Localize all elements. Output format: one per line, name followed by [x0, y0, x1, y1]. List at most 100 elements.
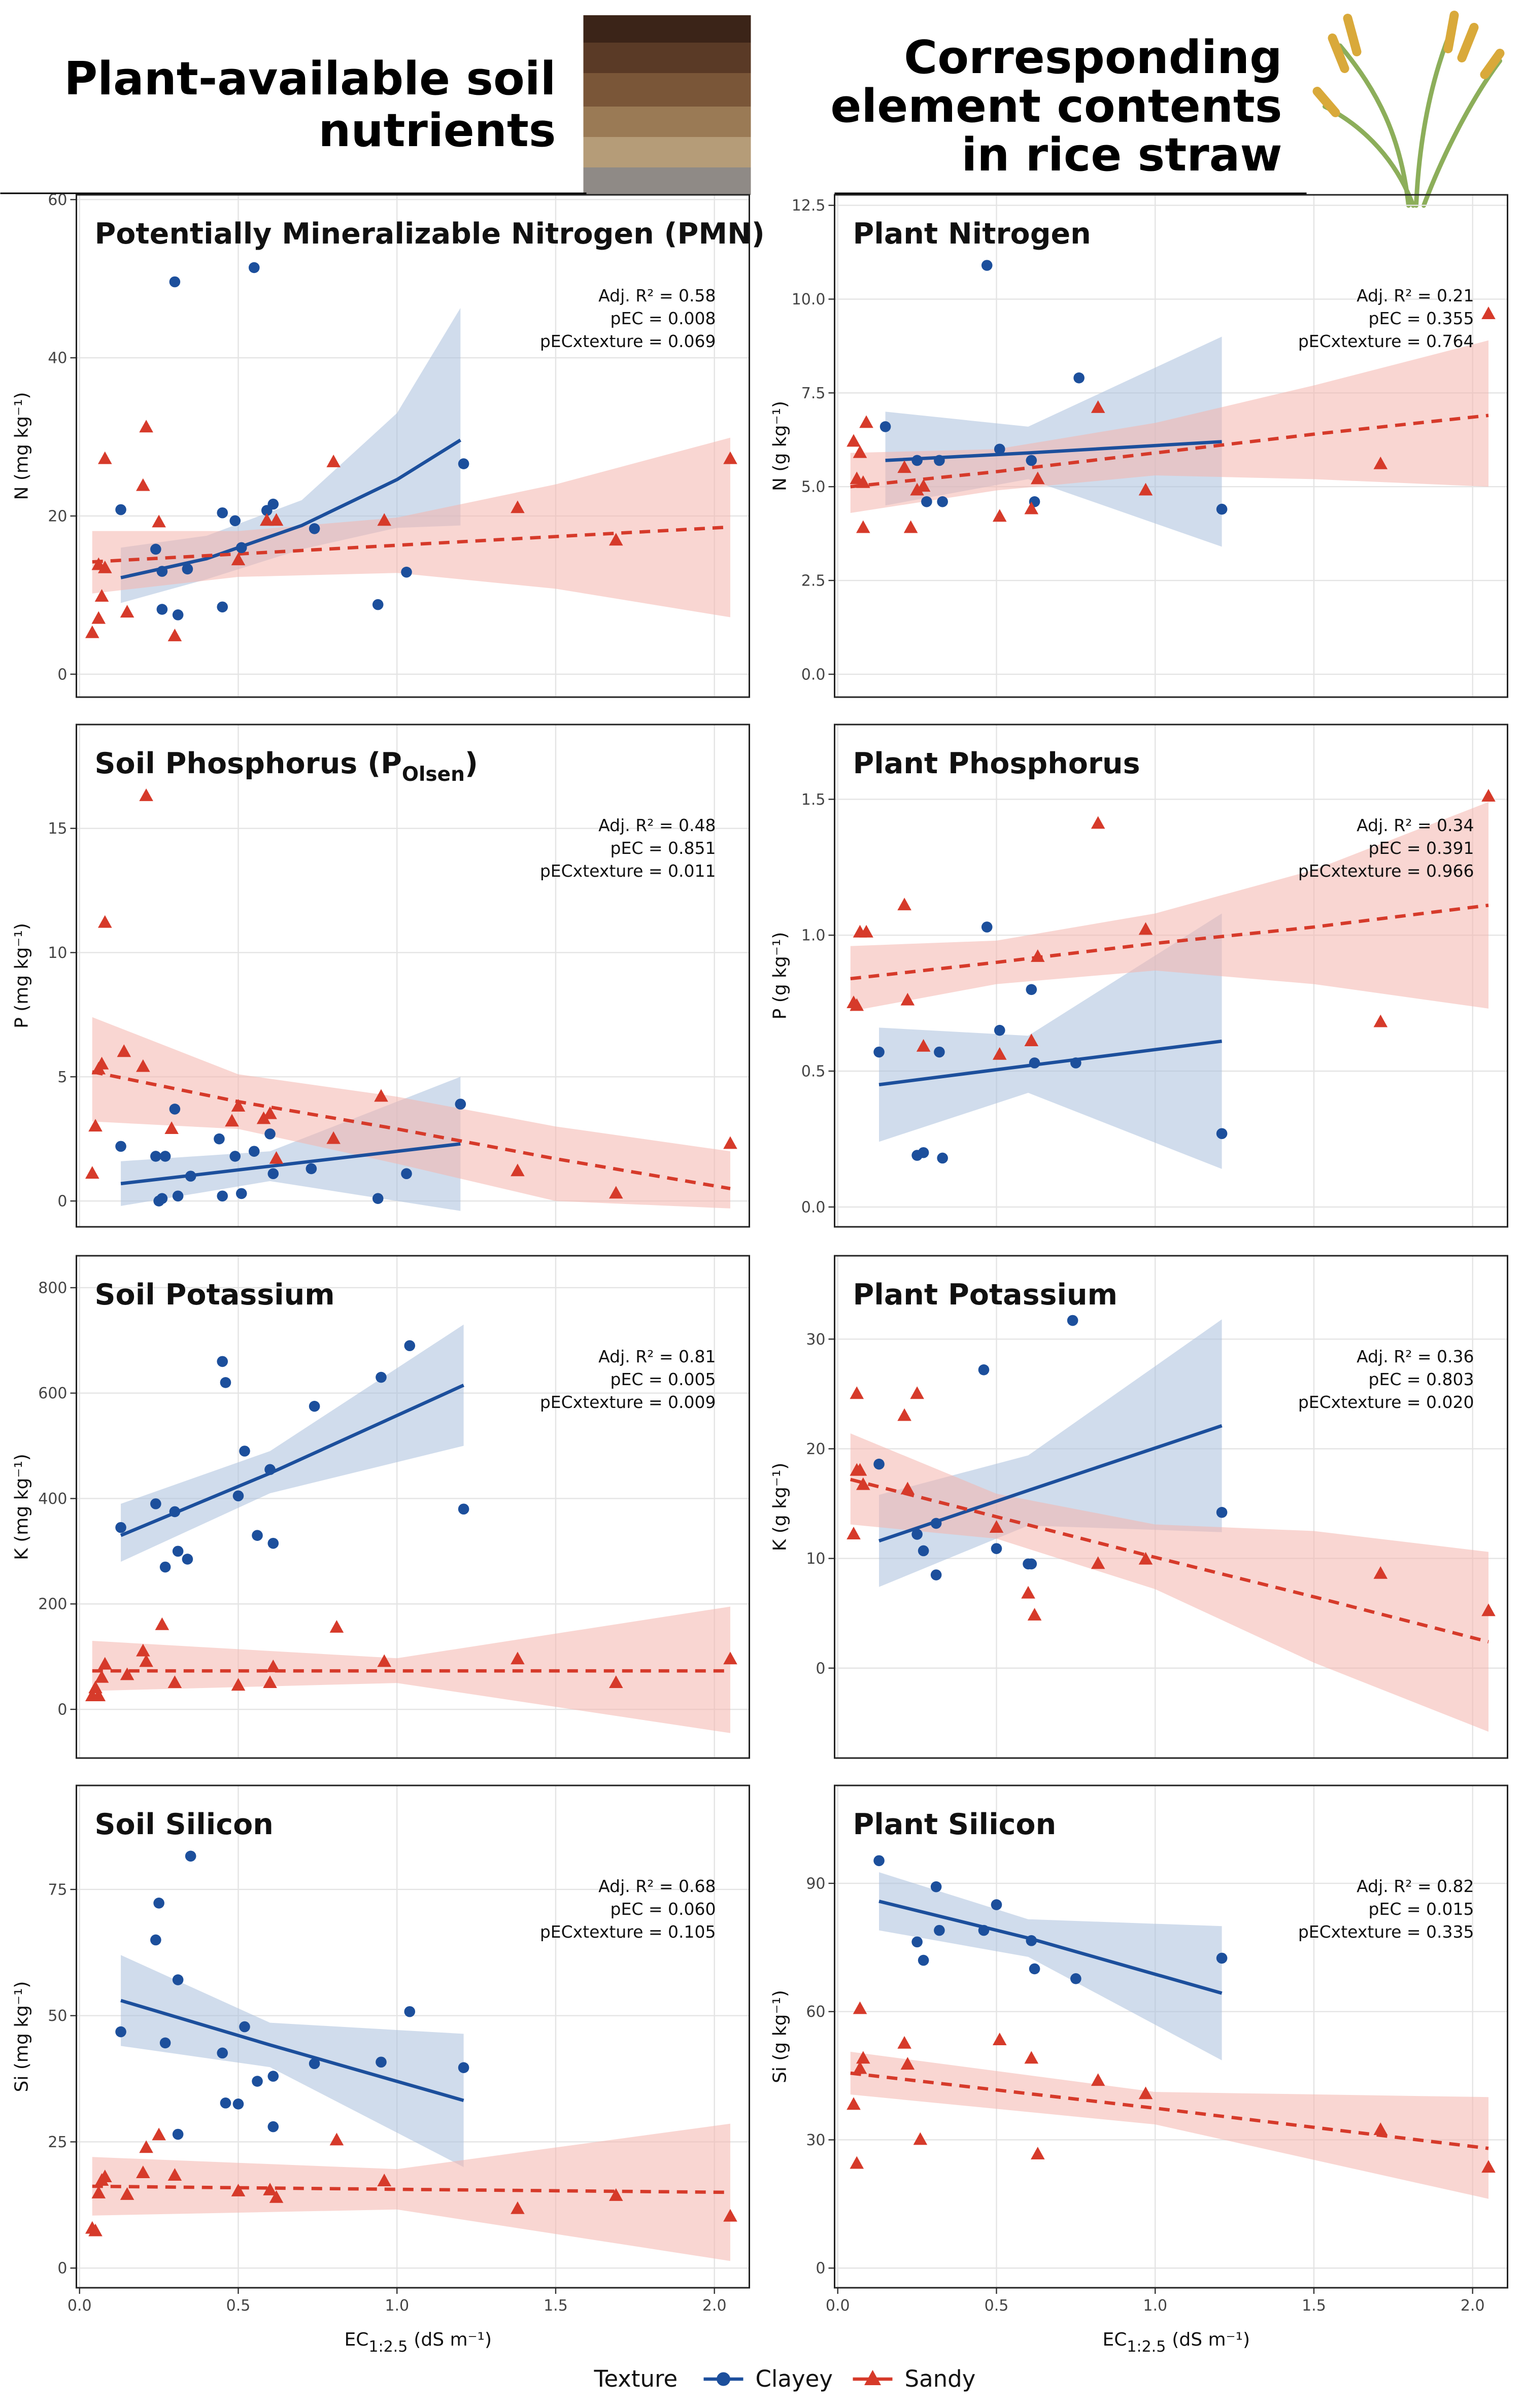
y-tick-label: 0.0: [801, 666, 826, 683]
y-axis-label: P (mg kg⁻¹): [12, 923, 32, 1028]
data-point: [182, 564, 193, 575]
data-point: [264, 1464, 276, 1475]
y-tick-label: 7.5: [801, 385, 826, 402]
data-point: [115, 2026, 126, 2038]
panel-title: Plant Potassium: [853, 1278, 1118, 1312]
y-axis-label: P (g kg⁻¹): [770, 932, 791, 1020]
data-point: [309, 2058, 320, 2069]
data-point: [934, 455, 945, 466]
data-point: [173, 1974, 184, 1985]
legend: Texture ClayeySandy: [594, 2365, 976, 2392]
data-point: [994, 443, 1005, 455]
data-point: [217, 1356, 228, 1367]
stat-annotation: pECxtexture = 0.335: [1298, 1922, 1474, 1942]
panel-title-text: Soil Silicon: [95, 1808, 274, 1841]
data-point: [170, 1506, 181, 1518]
data-point: [173, 1190, 184, 1201]
data-point: [1073, 372, 1085, 384]
y-tick-label: 30: [806, 1331, 825, 1349]
data-point: [267, 2071, 279, 2082]
data-point: [115, 504, 126, 515]
data-point: [170, 1104, 181, 1115]
panel-title-text: Plant Phosphorus: [853, 747, 1140, 780]
panel-title-text: Soil Phosphorus (P: [95, 747, 402, 780]
data-point: [249, 262, 260, 273]
data-point: [150, 1935, 161, 1946]
data-point: [150, 1151, 161, 1162]
data-point: [214, 1133, 225, 1145]
data-point: [911, 1529, 923, 1540]
data-point: [873, 1459, 885, 1470]
data-point: [982, 260, 993, 271]
y-tick-label: 15: [48, 820, 67, 838]
y-tick-label: 0.0: [801, 1198, 826, 1216]
data-point: [306, 1163, 317, 1175]
legend-title: Texture: [594, 2365, 678, 2392]
data-point: [150, 544, 161, 555]
x-tick-label: 2.0: [1461, 2297, 1485, 2315]
data-point: [173, 609, 184, 621]
stat-annotation: pECxtexture = 0.105: [540, 1922, 716, 1942]
data-point: [931, 1881, 942, 1893]
data-point: [1026, 984, 1037, 995]
data-point: [404, 1340, 415, 1351]
figure: Plant-available soil nutrients Correspon…: [0, 0, 1523, 2408]
y-tick-label: 0: [57, 666, 67, 683]
data-point: [229, 1151, 241, 1162]
data-point: [873, 1855, 885, 1866]
data-point: [978, 1925, 990, 1936]
data-point: [249, 1146, 260, 1157]
data-point: [376, 2056, 387, 2068]
x-tick-label: 1.5: [544, 2297, 568, 2315]
y-tick-label: 0.5: [801, 1063, 826, 1081]
data-point: [991, 1543, 1002, 1554]
x-tick-label: 0.0: [67, 2297, 92, 2315]
y-tick-label: 0: [57, 2260, 67, 2278]
data-point: [937, 1153, 948, 1164]
data-point: [1070, 1973, 1081, 1984]
data-point: [1067, 1315, 1078, 1326]
x-axis-label-subscript: 1:2.5: [368, 2338, 408, 2356]
x-tick-label: 0.5: [226, 2297, 251, 2315]
data-point: [220, 2097, 231, 2109]
data-point: [934, 1047, 945, 1058]
data-point: [911, 1937, 923, 1948]
stat-annotation: Adj. R² = 0.36: [1357, 1347, 1474, 1366]
data-point: [157, 1193, 168, 1204]
data-point: [1026, 1935, 1037, 1946]
y-tick-label: 5: [57, 1069, 67, 1086]
stat-annotation: pEC = 0.851: [611, 838, 716, 858]
stat-annotation: pEC = 0.803: [1369, 1369, 1474, 1389]
y-tick-label: 20: [806, 1440, 825, 1458]
data-point: [217, 507, 228, 519]
stat-annotation: pECxtexture = 0.020: [1298, 1392, 1474, 1412]
data-point: [1070, 1057, 1081, 1069]
left-header: nutrients: [318, 104, 556, 157]
right-header: Corresponding: [904, 31, 1282, 84]
y-axis-label: Si (g kg⁻¹): [770, 1990, 791, 2083]
stat-annotation: Adj. R² = 0.58: [598, 286, 716, 305]
y-tick-label: 60: [806, 2003, 825, 2021]
data-point: [115, 1522, 126, 1533]
y-tick-label: 1.5: [801, 791, 826, 809]
y-tick-label: 600: [38, 1385, 67, 1402]
data-point: [918, 1955, 929, 1966]
y-tick-label: 12.5: [792, 197, 826, 215]
panel-title-text: Plant Nitrogen: [853, 217, 1091, 251]
data-point: [267, 2121, 279, 2132]
stat-annotation: pEC = 0.060: [611, 1899, 716, 1919]
y-tick-label: 2.5: [801, 572, 826, 590]
data-point: [1216, 1507, 1228, 1518]
y-axis-label: K (mg kg⁻¹): [12, 1454, 32, 1560]
data-point: [931, 1569, 942, 1580]
stat-annotation: pEC = 0.008: [611, 308, 716, 328]
data-point: [115, 1141, 126, 1152]
stat-annotation: Adj. R² = 0.48: [598, 815, 716, 835]
data-point: [264, 1128, 276, 1140]
data-point: [182, 1554, 193, 1565]
data-point: [918, 1147, 929, 1158]
data-point: [160, 2038, 171, 2049]
y-tick-label: 1.0: [801, 927, 826, 945]
x-tick-label: 2.0: [702, 2297, 727, 2315]
data-point: [157, 566, 168, 577]
